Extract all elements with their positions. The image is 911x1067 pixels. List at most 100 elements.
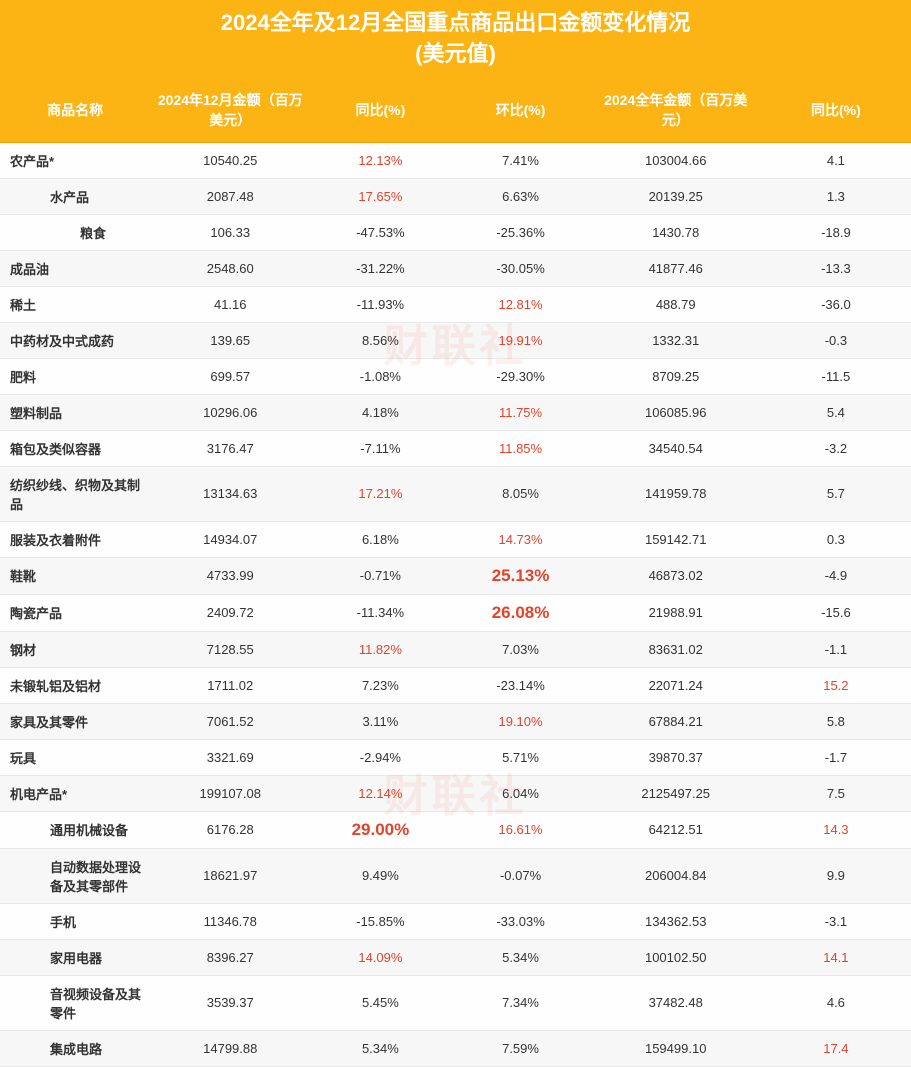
table-row: 自动数据处理设备及其零部件18621.979.49%-0.07%206004.8…	[0, 848, 911, 903]
cell-mom: -30.05%	[450, 250, 590, 286]
cell-year-yoy: 14.3	[761, 811, 911, 848]
cell-year-yoy: 14.1	[761, 939, 911, 975]
cell-name: 成品油	[0, 250, 150, 286]
cell-year-amount: 37482.48	[591, 975, 761, 1030]
cell-yoy: 12.13%	[310, 142, 450, 178]
cell-yoy: -11.93%	[310, 286, 450, 322]
cell-dec-amount: 7128.55	[150, 631, 310, 667]
cell-year-yoy: 4.6	[761, 975, 911, 1030]
table-row: 音视频设备及其零件3539.375.45%7.34%37482.484.6	[0, 975, 911, 1030]
table-row: 成品油2548.60-31.22%-30.05%41877.46-13.3	[0, 250, 911, 286]
cell-year-amount: 1430.78	[591, 214, 761, 250]
cell-mom: -29.30%	[450, 358, 590, 394]
cell-year-amount: 141959.78	[591, 466, 761, 521]
cell-mom: 6.04%	[450, 775, 590, 811]
cell-dec-amount: 10540.25	[150, 142, 310, 178]
cell-yoy: -0.71%	[310, 557, 450, 594]
cell-mom: 7.34%	[450, 975, 590, 1030]
col-year-yoy: 同比(%)	[761, 78, 911, 143]
cell-yoy: -31.22%	[310, 250, 450, 286]
cell-dec-amount: 199107.08	[150, 775, 310, 811]
cell-year-yoy: 7.5	[761, 775, 911, 811]
table-row: 家具及其零件7061.523.11%19.10%67884.215.8	[0, 703, 911, 739]
cell-name: 鞋靴	[0, 557, 150, 594]
cell-year-amount: 39870.37	[591, 739, 761, 775]
export-table-container: 2024全年及12月全国重点商品出口金额变化情况 (美元值) 财联社 财联社 商…	[0, 0, 911, 1067]
cell-year-amount: 21988.91	[591, 594, 761, 631]
cell-yoy: 8.56%	[310, 322, 450, 358]
cell-name: 纺织纱线、织物及其制品	[0, 466, 150, 521]
cell-name: 箱包及类似容器	[0, 430, 150, 466]
cell-dec-amount: 11346.78	[150, 903, 310, 939]
cell-name: 肥料	[0, 358, 150, 394]
cell-year-yoy: -11.5	[761, 358, 911, 394]
table-row: 手机11346.78-15.85%-33.03%134362.53-3.1	[0, 903, 911, 939]
cell-name: 钢材	[0, 631, 150, 667]
col-yoy: 同比(%)	[310, 78, 450, 143]
cell-mom: 14.73%	[450, 521, 590, 557]
cell-name: 音视频设备及其零件	[0, 975, 150, 1030]
cell-mom: 16.61%	[450, 811, 590, 848]
table-row: 服装及衣着附件14934.076.18%14.73%159142.710.3	[0, 521, 911, 557]
cell-year-yoy: -15.6	[761, 594, 911, 631]
cell-year-amount: 206004.84	[591, 848, 761, 903]
cell-year-amount: 159142.71	[591, 521, 761, 557]
table-title: 2024全年及12月全国重点商品出口金额变化情况 (美元值)	[0, 0, 911, 78]
cell-dec-amount: 2409.72	[150, 594, 310, 631]
cell-year-amount: 8709.25	[591, 358, 761, 394]
cell-mom: 5.34%	[450, 939, 590, 975]
table-row: 塑料制品10296.064.18%11.75%106085.965.4	[0, 394, 911, 430]
cell-year-yoy: 1.3	[761, 178, 911, 214]
cell-dec-amount: 41.16	[150, 286, 310, 322]
cell-dec-amount: 106.33	[150, 214, 310, 250]
cell-year-amount: 41877.46	[591, 250, 761, 286]
cell-yoy: 4.18%	[310, 394, 450, 430]
cell-mom: 19.91%	[450, 322, 590, 358]
cell-mom: -0.07%	[450, 848, 590, 903]
cell-year-yoy: -13.3	[761, 250, 911, 286]
cell-year-yoy: -1.1	[761, 631, 911, 667]
cell-year-yoy: -0.3	[761, 322, 911, 358]
table-row: 集成电路14799.885.34%7.59%159499.1017.4	[0, 1030, 911, 1066]
cell-year-amount: 103004.66	[591, 142, 761, 178]
cell-name: 手机	[0, 903, 150, 939]
cell-year-yoy: 9.9	[761, 848, 911, 903]
col-mom: 环比(%)	[450, 78, 590, 143]
cell-yoy: 5.45%	[310, 975, 450, 1030]
cell-dec-amount: 4733.99	[150, 557, 310, 594]
cell-name: 自动数据处理设备及其零部件	[0, 848, 150, 903]
cell-yoy: -7.11%	[310, 430, 450, 466]
cell-yoy: 17.21%	[310, 466, 450, 521]
col-dec-amount: 2024年12月金额（百万美元）	[150, 78, 310, 143]
table-row: 鞋靴4733.99-0.71%25.13%46873.02-4.9	[0, 557, 911, 594]
table-body: 农产品*10540.2512.13%7.41%103004.664.1水产品20…	[0, 142, 911, 1066]
cell-dec-amount: 2548.60	[150, 250, 310, 286]
cell-name: 未锻轧铝及铝材	[0, 667, 150, 703]
cell-name: 塑料制品	[0, 394, 150, 430]
cell-year-amount: 106085.96	[591, 394, 761, 430]
cell-dec-amount: 13134.63	[150, 466, 310, 521]
col-name: 商品名称	[0, 78, 150, 143]
cell-year-amount: 64212.51	[591, 811, 761, 848]
table-row: 陶瓷产品2409.72-11.34%26.08%21988.91-15.6	[0, 594, 911, 631]
cell-dec-amount: 8396.27	[150, 939, 310, 975]
cell-dec-amount: 1711.02	[150, 667, 310, 703]
cell-mom: 11.85%	[450, 430, 590, 466]
cell-year-yoy: -3.2	[761, 430, 911, 466]
table-row: 通用机械设备6176.2829.00%16.61%64212.5114.3	[0, 811, 911, 848]
cell-mom: 12.81%	[450, 286, 590, 322]
cell-year-yoy: -3.1	[761, 903, 911, 939]
cell-yoy: 12.14%	[310, 775, 450, 811]
cell-year-amount: 159499.10	[591, 1030, 761, 1066]
cell-mom: 5.71%	[450, 739, 590, 775]
cell-yoy: 3.11%	[310, 703, 450, 739]
cell-yoy: 5.34%	[310, 1030, 450, 1066]
header-row: 商品名称 2024年12月金额（百万美元） 同比(%) 环比(%) 2024全年…	[0, 78, 911, 143]
cell-year-yoy: -1.7	[761, 739, 911, 775]
cell-mom: -33.03%	[450, 903, 590, 939]
cell-mom: -23.14%	[450, 667, 590, 703]
cell-year-amount: 1332.31	[591, 322, 761, 358]
cell-name: 通用机械设备	[0, 811, 150, 848]
table-row: 机电产品*199107.0812.14%6.04%2125497.257.5	[0, 775, 911, 811]
cell-yoy: -11.34%	[310, 594, 450, 631]
